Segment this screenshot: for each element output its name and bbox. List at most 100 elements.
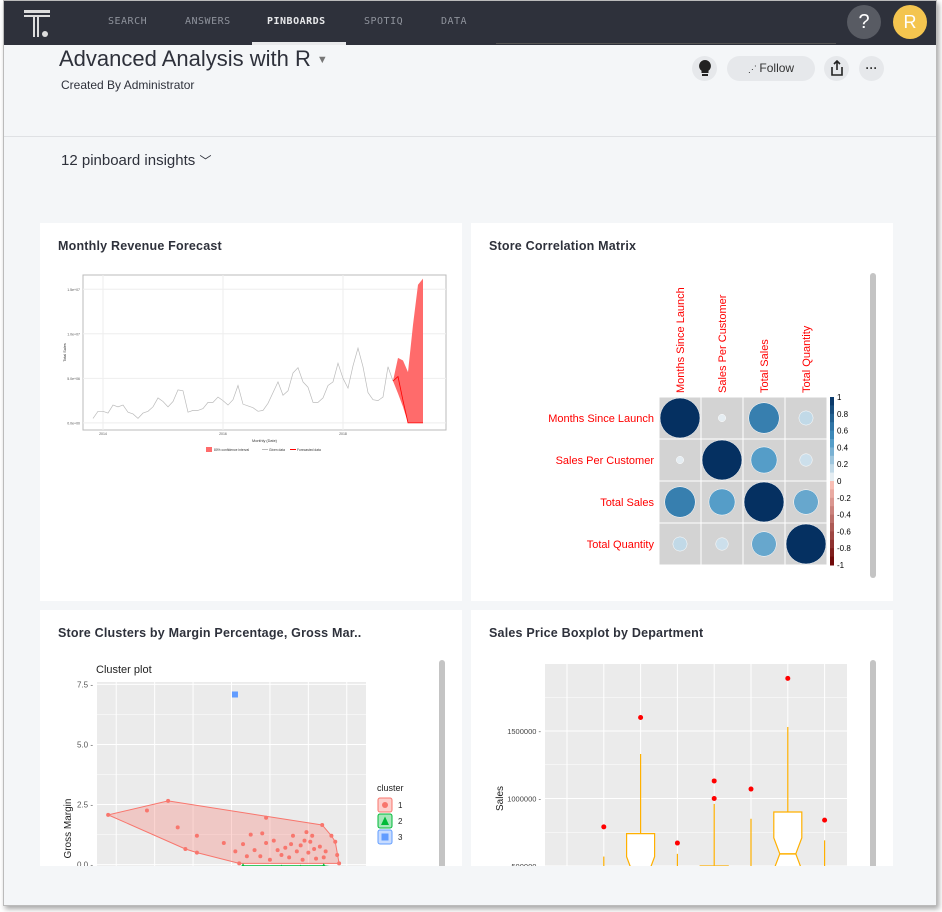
scrollbar[interactable] <box>870 660 876 905</box>
cluster-point <box>144 808 149 813</box>
follow-button[interactable]: ⋰ Follow <box>727 56 815 81</box>
boxplot-chart: 500000 -1000000 -1500000 -Sales <box>495 663 847 905</box>
colorbar-tick: 1 <box>837 393 842 402</box>
colorbar-segment <box>830 548 834 558</box>
cluster-point <box>267 857 272 862</box>
page-title[interactable]: Advanced Analysis with R ▼ <box>59 46 328 72</box>
y-tick-label: 1500000 - <box>507 727 541 736</box>
forecast-chart: 0.0e+00 5.0e+06 1.0e+07 1.5e+07 2014 2016 2018… <box>63 274 447 452</box>
cluster-point <box>237 861 242 866</box>
legend-title: cluster <box>377 783 404 793</box>
cluster-point <box>231 691 238 698</box>
share-icon <box>830 59 843 76</box>
y-tick-label: 5.0e+06 <box>67 377 80 381</box>
cluster-point <box>194 833 199 838</box>
more-button[interactable]: ··· <box>859 56 884 81</box>
correlation-circle <box>708 488 736 516</box>
cluster-point <box>166 798 171 803</box>
colorbar-tick: 0 <box>837 477 842 486</box>
card-correlation-matrix[interactable]: Store Correlation Matrix Months Since La… <box>471 223 893 601</box>
insights-label: 12 pinboard insights <box>61 152 196 169</box>
nav-data[interactable]: DATA <box>441 16 468 27</box>
outlier-point <box>785 675 791 681</box>
correlation-circle <box>799 453 813 467</box>
card-store-clusters[interactable]: Store Clusters by Margin Percentage, Gro… <box>40 610 462 905</box>
cluster-point <box>106 812 111 817</box>
nav-pinboards[interactable]: PINBOARDS <box>267 16 326 27</box>
correlation-circle <box>748 402 780 434</box>
avatar[interactable]: R <box>893 5 927 39</box>
legend-label: Given data <box>269 448 285 452</box>
colorbar-segment <box>830 481 834 490</box>
cluster-point <box>283 845 288 850</box>
insights-dropdown[interactable]: 12 pinboard insights ﹀ <box>61 152 211 169</box>
y-axis-label: Total Sales <box>63 343 67 362</box>
cluster-point <box>329 833 334 838</box>
row-label: Total Sales <box>600 497 654 509</box>
spotiq-button[interactable] <box>692 56 717 81</box>
help-button[interactable]: ? <box>847 5 881 39</box>
scrollbar[interactable] <box>870 273 876 578</box>
legend-marker <box>381 833 389 841</box>
app-window: SEARCH ANSWERS PINBOARDS SPOTIQ DATA ? R… <box>3 0 937 906</box>
x-tick-label: 2014 <box>99 432 107 436</box>
cluster-point <box>310 833 315 838</box>
y-tick-label: 0.0e+00 <box>67 421 80 425</box>
colorbar-segment <box>830 413 834 423</box>
correlation-circle <box>785 523 827 565</box>
nav-search[interactable]: SEARCH <box>108 16 148 27</box>
colorbar-tick: 0.2 <box>837 460 849 469</box>
row-label: Total Quantity <box>587 539 655 551</box>
colorbar-tick: 0.8 <box>837 410 849 419</box>
colorbar-segment <box>830 489 834 499</box>
legend-label: 1 <box>398 801 403 810</box>
nav-spotiq[interactable]: SPOTIQ <box>364 16 404 27</box>
cluster-point <box>287 855 292 860</box>
y-axis-label: Sales <box>495 786 506 811</box>
card-sales-boxplot[interactable]: Sales Price Boxplot by Department 500000… <box>471 610 893 905</box>
colorbar-segment <box>830 531 834 541</box>
scrollbar[interactable] <box>439 660 445 905</box>
card-revenue-forecast[interactable]: Monthly Revenue Forecast 0.0e+00 5.0e+06 1… <box>40 223 462 601</box>
cluster-point <box>321 855 326 860</box>
cluster-chart: Cluster plot 0.0 - 2.5 - 5.0 - 7.5 - Gross Ma… <box>63 664 404 905</box>
column-label: Months Since Launch <box>675 287 687 393</box>
outlier-point <box>748 786 754 792</box>
colorbar-segment <box>830 497 834 507</box>
top-nav: SEARCH ANSWERS PINBOARDS SPOTIQ DATA ? R <box>4 1 936 45</box>
colorbar-segment <box>830 556 834 566</box>
legend-marker <box>381 816 389 825</box>
correlation-circle <box>798 410 814 426</box>
outlier-point <box>822 817 828 823</box>
y-tick-label: 0.0 - <box>77 861 93 870</box>
correlation-circle <box>701 439 743 481</box>
correlation-circle <box>659 397 701 439</box>
card-title: Sales Price Boxplot by Department <box>489 626 704 640</box>
nav-divider <box>496 43 836 44</box>
outlier-point <box>711 778 717 784</box>
cluster-point <box>290 833 295 838</box>
colorbar-segment <box>830 447 834 457</box>
caret-down-icon[interactable]: ▼ <box>316 54 328 67</box>
cluster-hull <box>106 800 340 864</box>
column-label: Sales Per Customer <box>717 294 729 393</box>
cluster-point <box>312 846 317 851</box>
thoughtspot-logo[interactable] <box>24 10 50 38</box>
created-by: Created By Administrator <box>61 78 195 92</box>
cluster-point <box>175 825 180 830</box>
legend-label: 80% confidence interval <box>214 448 249 452</box>
correlation-circle <box>664 486 696 518</box>
cluster-point <box>271 838 276 843</box>
nav-answers[interactable]: ANSWERS <box>185 16 231 27</box>
colorbar-segment <box>830 464 834 474</box>
cluster-point <box>294 849 299 854</box>
plot-panel <box>82 274 447 431</box>
plot-title: Cluster plot <box>96 664 152 676</box>
cluster-point <box>194 850 199 855</box>
correlation-circle <box>715 537 729 551</box>
cluster-point <box>314 856 319 861</box>
share-button[interactable] <box>824 56 849 81</box>
x-axis-label: Monthly (Date) <box>252 439 278 443</box>
given-data-line <box>92 346 394 419</box>
matrix-cell <box>784 522 828 566</box>
